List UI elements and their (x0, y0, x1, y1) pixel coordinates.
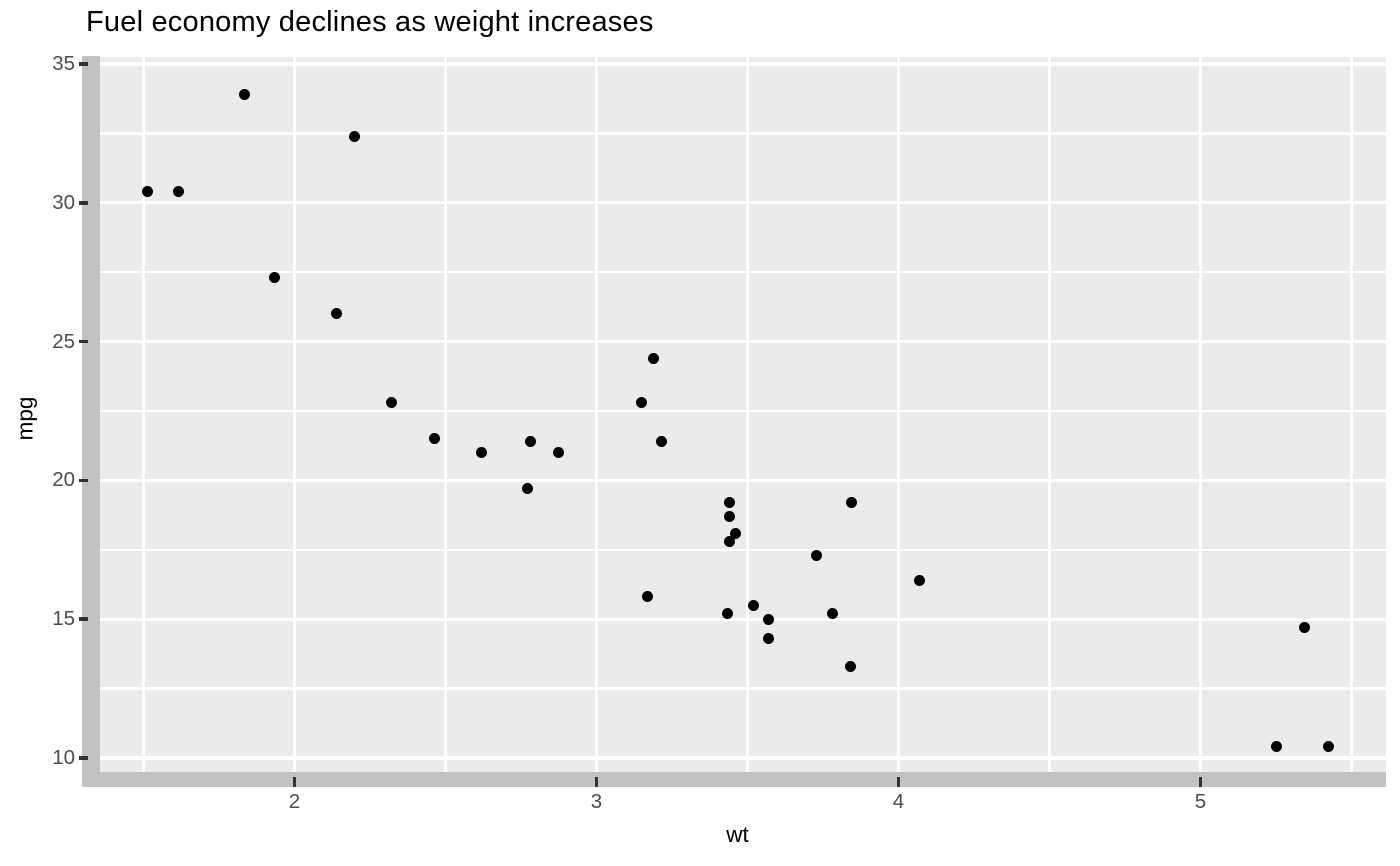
y-axis-tick-mark (79, 339, 88, 344)
data-point (722, 608, 734, 620)
data-point (385, 397, 397, 409)
major-gridline-y (88, 201, 1386, 205)
x-tick-label: 4 (892, 790, 905, 813)
minor-gridline-y (88, 270, 1386, 274)
major-gridline-x (594, 57, 599, 780)
x-tick-label: 3 (590, 790, 603, 813)
major-gridline-y (88, 617, 1386, 621)
minor-gridline-x (1048, 57, 1051, 780)
major-gridline-y (88, 478, 1386, 482)
major-gridline-x (896, 57, 901, 780)
data-point (655, 436, 667, 448)
minor-gridline-y (88, 548, 1386, 552)
y-tick-label: 25 (52, 329, 75, 353)
minor-gridline-y (88, 409, 1386, 413)
data-point (476, 447, 488, 459)
x-axis-tick-mark (896, 777, 901, 787)
y-axis-tick-mark (79, 617, 88, 621)
major-gridline-x (1198, 57, 1203, 780)
y-tick-label: 15 (52, 607, 75, 631)
y-tick-label: 30 (52, 190, 75, 214)
minor-gridline-x (444, 57, 447, 780)
data-point (1323, 741, 1335, 753)
x-tick-label: 5 (1194, 790, 1207, 813)
data-point (723, 535, 735, 547)
data-point (239, 89, 251, 101)
data-point (826, 608, 838, 620)
data-point (1270, 741, 1282, 753)
minor-gridline-x (142, 57, 145, 780)
x-axis-tick-mark (594, 777, 599, 787)
data-point (811, 549, 823, 561)
data-point (723, 510, 735, 522)
data-point (748, 599, 760, 611)
data-point (141, 186, 153, 198)
major-gridline-x (292, 57, 297, 780)
data-point (723, 497, 735, 509)
y-axis-tick-mark (79, 201, 88, 205)
data-point (553, 447, 565, 459)
x-tick-label: 2 (288, 790, 301, 813)
data-point (914, 574, 926, 586)
data-point (846, 497, 858, 509)
y-axis-tick-mark (79, 478, 88, 483)
x-axis-title: wt (726, 822, 749, 847)
data-point (729, 527, 741, 539)
data-point (636, 397, 648, 409)
minor-gridline-y (88, 687, 1386, 690)
y-axis-tick-mark (79, 756, 88, 760)
plot-title: Fuel economy declines as weight increase… (86, 6, 654, 38)
data-point (429, 433, 441, 445)
data-point (524, 436, 536, 448)
data-point (1299, 622, 1311, 634)
data-point (844, 660, 856, 672)
data-point (642, 591, 654, 603)
panel-bottom-border-strip (82, 772, 1386, 787)
y-axis-tick-mark (79, 62, 88, 66)
y-tick-label: 10 (52, 746, 75, 769)
minor-gridline-x (1350, 57, 1353, 780)
x-axis-tick-mark (1198, 777, 1203, 787)
plot-panel (88, 57, 1386, 780)
y-tick-label: 35 (52, 52, 75, 75)
data-point (349, 130, 361, 142)
major-gridline-y (88, 62, 1386, 66)
major-gridline-y (88, 340, 1386, 344)
data-point (521, 483, 533, 495)
major-gridline-y (88, 756, 1386, 760)
data-point (331, 308, 343, 320)
minor-gridline-x (746, 57, 749, 780)
x-axis-tick-mark (292, 777, 297, 787)
data-point (763, 633, 775, 645)
data-point (269, 272, 281, 284)
y-tick-label: 20 (52, 468, 75, 492)
y-axis-title: mpg (12, 396, 38, 441)
minor-gridline-y (88, 132, 1386, 135)
data-point (763, 613, 775, 625)
data-point (648, 352, 660, 364)
data-point (172, 186, 184, 198)
panel-left-border-strip (82, 56, 100, 787)
